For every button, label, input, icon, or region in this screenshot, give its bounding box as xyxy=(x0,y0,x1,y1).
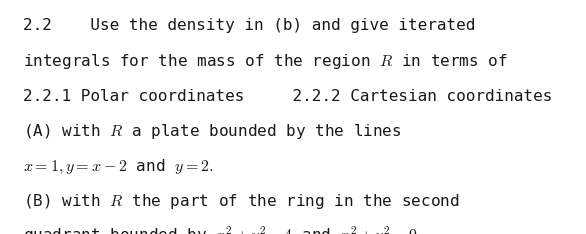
Text: integrals for the mass of the region $R$ in terms of: integrals for the mass of the region $R$… xyxy=(23,51,508,70)
Text: (B) with $R$ the part of the ring in the second: (B) with $R$ the part of the ring in the… xyxy=(23,192,460,211)
Text: 2.2    Use the density in (b) and give iterated: 2.2 Use the density in (b) and give iter… xyxy=(23,18,476,33)
Text: quadrant bounded by $x^2+y^2=4$ and $x^2+y^2=9.$: quadrant bounded by $x^2+y^2=4$ and $x^2… xyxy=(23,225,422,234)
Text: (A) with $R$ a plate bounded by the lines: (A) with $R$ a plate bounded by the line… xyxy=(23,122,402,141)
Text: $x=1, y=x-2$ and $y=2.$: $x=1, y=x-2$ and $y=2.$ xyxy=(23,158,214,176)
Text: 2.2.1 Polar coordinates     2.2.2 Cartesian coordinates: 2.2.1 Polar coordinates 2.2.2 Cartesian … xyxy=(23,89,553,104)
